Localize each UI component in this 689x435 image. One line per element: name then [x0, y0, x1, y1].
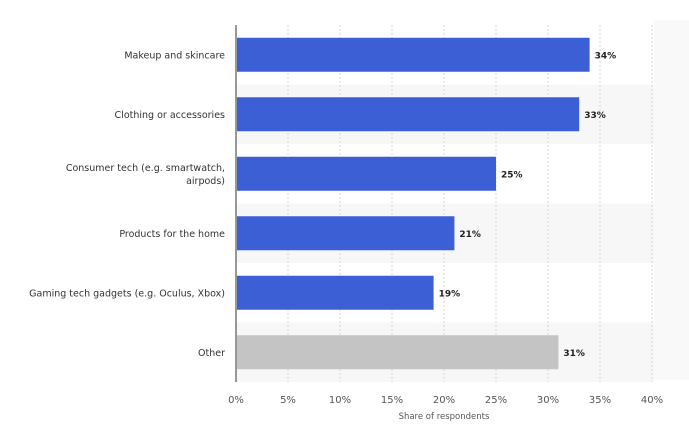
x-tick-label: 30% — [537, 395, 559, 406]
x-tick-label: 0% — [228, 395, 244, 406]
value-label: 25% — [501, 170, 523, 180]
value-label: 33% — [584, 111, 606, 121]
category-labels: Makeup and skincare Clothing or accessori… — [29, 50, 225, 359]
category-label-line: Consumer tech (e.g. smartwatch, — [66, 163, 225, 174]
value-label: 31% — [563, 349, 585, 359]
category-label: Products for the home — [119, 229, 225, 240]
category-label-line: Makeup and skincare — [124, 50, 225, 61]
value-labels: 34% 33% 25% 21% 19% 31% — [439, 51, 617, 359]
category-label-line: airpods) — [186, 176, 225, 187]
category-label-line: Gaming tech gadgets (e.g. Oculus, Xbox) — [29, 288, 225, 299]
category-label-line: Clothing or accessories — [115, 110, 225, 121]
category-label-line: Products for the home — [119, 229, 225, 240]
bar — [237, 37, 590, 72]
x-axis-title: Share of respondents — [399, 412, 490, 422]
x-tick-label: 40% — [641, 395, 663, 406]
bar — [237, 335, 559, 370]
value-label: 34% — [595, 51, 617, 61]
bars — [237, 37, 590, 370]
x-tick-label: 5% — [280, 395, 296, 406]
right-edge-shadow — [654, 20, 689, 380]
bar — [237, 97, 580, 132]
category-label-line: Other — [198, 348, 225, 359]
x-tick-labels: 0% 5% 10% 15% 20% 25% 30% 35% 40% — [228, 395, 663, 406]
category-label: Gaming tech gadgets (e.g. Oculus, Xbox) — [29, 288, 225, 299]
gridlines — [287, 25, 653, 382]
category-label: Other — [198, 348, 225, 359]
x-tick-label: 20% — [433, 395, 455, 406]
x-tick-label: 15% — [381, 395, 403, 406]
category-label: Makeup and skincare — [124, 50, 225, 61]
x-tick-label: 25% — [485, 395, 507, 406]
category-label: Clothing or accessories — [115, 110, 225, 121]
category-label: Consumer tech (e.g. smartwatch, airpods) — [66, 163, 225, 187]
bar — [237, 156, 496, 191]
bar — [237, 216, 455, 251]
x-tick-label: 10% — [329, 395, 351, 406]
bar — [237, 275, 434, 310]
x-tick-label: 35% — [589, 395, 611, 406]
value-label: 19% — [439, 289, 461, 299]
value-label: 21% — [459, 230, 481, 240]
